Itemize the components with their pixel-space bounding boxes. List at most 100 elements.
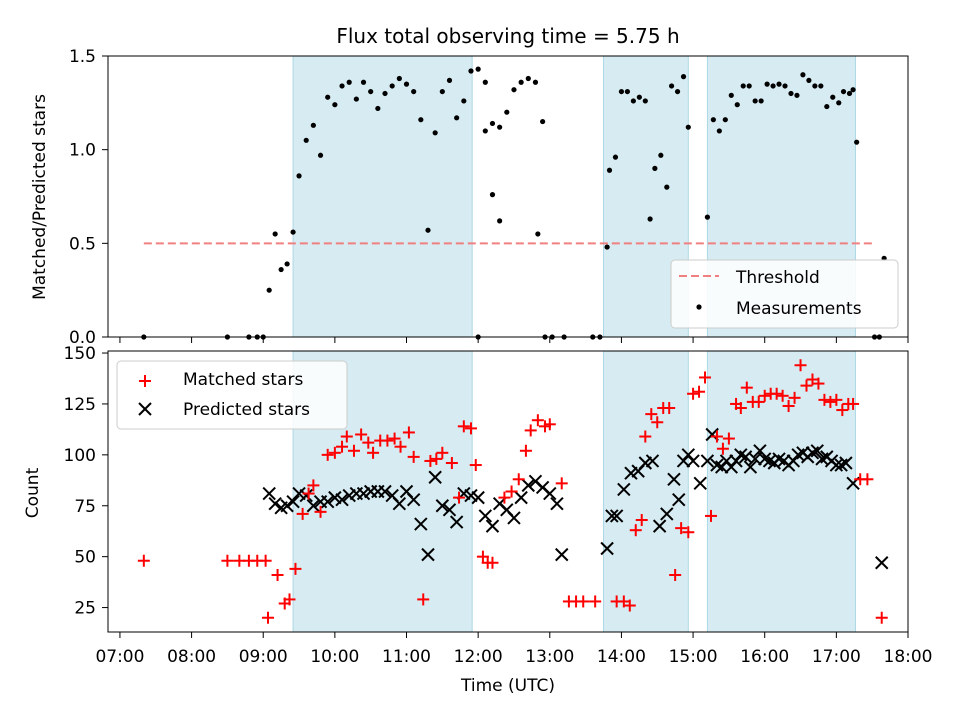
- matched-stars-point: [639, 430, 652, 443]
- matched-stars-point: [531, 414, 544, 427]
- top-legend-box: [670, 259, 899, 329]
- matched-stars-point: [424, 454, 437, 467]
- measurement-point: [360, 79, 367, 85]
- measurement-point: [636, 94, 642, 100]
- measurement-point: [824, 103, 830, 110]
- matched-stars-point: [782, 399, 795, 412]
- matched-stars-point: [716, 442, 729, 455]
- measurement-point: [776, 81, 782, 87]
- bottom-y-tick-label: 75: [74, 497, 96, 517]
- predicted-stars-point: [335, 492, 349, 507]
- matched-stars-point: [875, 611, 888, 624]
- predicted-stars-point: [743, 460, 758, 474]
- measurement-point: [836, 100, 842, 106]
- matched-stars-point: [623, 599, 636, 612]
- matched-stars-point: [722, 432, 735, 445]
- measurement-point: [353, 96, 359, 102]
- measurement-point: [418, 117, 424, 123]
- measurement-point: [284, 261, 290, 267]
- measurement-point: [652, 165, 658, 171]
- matched-stars-point: [307, 479, 320, 492]
- x-axis-label: Time (UTC): [460, 676, 555, 696]
- measurement-point: [806, 77, 812, 83]
- measurement-point: [658, 152, 664, 158]
- measurement-point: [854, 139, 860, 145]
- measurement-point: [540, 118, 546, 125]
- predicted-stars-point: [521, 478, 536, 493]
- shaded-interval: [603, 350, 689, 633]
- predicted-stars-point: [600, 541, 614, 556]
- matched-stars-point: [321, 448, 334, 461]
- measurement-point: [800, 72, 806, 78]
- top-x-ticks: [119, 337, 909, 343]
- measurement-point: [668, 83, 675, 89]
- top-y-tick-label: 0.5: [69, 234, 96, 254]
- predicted-stars-point: [449, 515, 464, 529]
- matched-stars-point: [519, 444, 532, 457]
- measurement-point: [722, 117, 728, 123]
- predicted-stars-point: [320, 494, 335, 509]
- measurement-point: [642, 98, 648, 104]
- measurement-point: [830, 94, 836, 100]
- measurement-point: [710, 117, 716, 123]
- x-tick-label: 17:00: [812, 647, 861, 667]
- bottom-y-axis-label: Count: [23, 467, 43, 518]
- matched-stars-point: [445, 456, 458, 469]
- predicted-stars-point: [550, 497, 564, 511]
- matched-stars-point: [388, 432, 401, 445]
- predicted-stars-point: [306, 499, 321, 513]
- matched-stars-point: [314, 505, 327, 518]
- measurement-point: [375, 105, 381, 112]
- measurement-point: [272, 231, 278, 237]
- predicted-stars-point: [262, 486, 276, 501]
- predicted-stars-point: [471, 490, 485, 505]
- measurement-point: [794, 92, 800, 98]
- measurement-point: [746, 83, 752, 89]
- matched-stars-point: [675, 522, 688, 535]
- matched-stars-point: [830, 393, 843, 406]
- measurement-point: [489, 120, 496, 127]
- count-points: [137, 359, 889, 624]
- predicted-stars-point: [609, 509, 624, 523]
- matched-stars-point: [505, 485, 518, 498]
- matched-stars-point: [498, 491, 511, 504]
- matched-legend-label: Matched stars: [183, 370, 303, 390]
- measurement-point: [740, 83, 746, 89]
- measurement-point: [758, 98, 764, 104]
- measurement-point: [850, 87, 856, 93]
- top-y-axis-label: Matched/Predicted stars: [30, 94, 50, 300]
- matched-stars-point: [800, 379, 813, 392]
- bottom-y-tick-label: 25: [74, 599, 96, 619]
- matched-stars-point: [328, 446, 341, 459]
- measurement-point: [278, 266, 284, 273]
- top-legend: Threshold Measurements: [670, 259, 899, 329]
- measurement-point: [389, 83, 395, 89]
- measurements-legend-swatch: [696, 304, 702, 310]
- matched-legend-swatch: [139, 375, 151, 387]
- measurement-point: [425, 227, 431, 233]
- measurement-point: [290, 229, 296, 235]
- bottom-axes-frame: [107, 350, 909, 633]
- x-tick-label: 13:00: [525, 647, 574, 667]
- matched-stars-point: [847, 397, 860, 410]
- measurement-point: [525, 75, 531, 82]
- predicted-stars-point: [672, 492, 686, 507]
- x-tick-label: 08:00: [167, 647, 216, 667]
- predicted-stars-point: [514, 490, 528, 505]
- matched-stars-point: [221, 554, 234, 567]
- measurement-point: [482, 128, 488, 134]
- matched-stars-point: [543, 418, 556, 431]
- measurement-point: [475, 66, 481, 72]
- predicted-stars-point: [286, 494, 300, 509]
- matched-stars-point: [589, 595, 602, 608]
- measurement-point: [624, 88, 631, 95]
- measurement-point: [332, 102, 338, 108]
- matched-stars-point: [524, 424, 537, 437]
- matched-stars-point: [512, 473, 525, 486]
- threshold-legend-label: Threshold: [735, 268, 820, 288]
- matched-stars-point: [381, 434, 394, 447]
- measurements-legend-label: Measurements: [736, 299, 862, 319]
- bottom-legend-box: [116, 360, 348, 430]
- measurement-point: [461, 98, 467, 104]
- bottom-shaded-regions: [292, 350, 856, 633]
